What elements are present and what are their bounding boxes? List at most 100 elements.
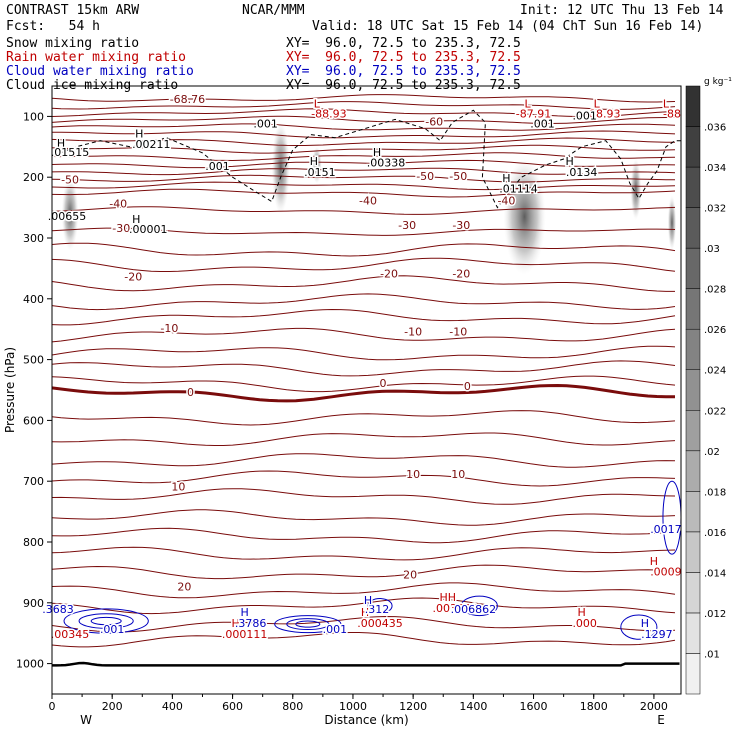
ice-label-6: H bbox=[373, 146, 381, 159]
temp-label-19: 0 bbox=[464, 380, 471, 393]
y-tick-label-5: 600 bbox=[23, 414, 44, 427]
snow-shade-0 bbox=[61, 177, 79, 251]
x-tick-label-0: 0 bbox=[49, 700, 56, 713]
y-tick-label-6: 700 bbox=[23, 475, 44, 488]
forecast-hours: Fcst: 54 h bbox=[6, 19, 100, 34]
temp-contour-19 bbox=[51, 293, 676, 311]
temp-contour-18 bbox=[51, 275, 675, 292]
cloud-label-3: .3786 bbox=[235, 617, 267, 630]
ice-label-18: .00001 bbox=[129, 223, 168, 236]
snow-shade-5 bbox=[667, 195, 677, 251]
ice-label-13: .0134 bbox=[566, 166, 598, 179]
temp-contour-24 bbox=[51, 375, 676, 393]
temp-label-4: -50 bbox=[449, 170, 467, 183]
temp-label-17: 0 bbox=[187, 386, 194, 399]
temp-label-18: 0 bbox=[380, 377, 387, 390]
temp-label-5: -40 bbox=[109, 198, 127, 211]
rain-label-5: L bbox=[524, 97, 531, 110]
temp-contour-28 bbox=[51, 453, 676, 468]
cloud-contour-1 bbox=[78, 613, 134, 629]
ice-label-1: .01515 bbox=[51, 146, 90, 159]
plot-frame bbox=[51, 85, 682, 695]
colorbar-label-5: .02 bbox=[704, 447, 720, 458]
temp-contour-16 bbox=[51, 242, 676, 257]
ice-label-15: .001 bbox=[572, 109, 597, 122]
ice-label-8: H bbox=[310, 155, 318, 168]
rain-label-1: -87.91 bbox=[516, 108, 551, 121]
temp-label-16: -10 bbox=[449, 325, 467, 338]
field-xy-rain: XY= 96.0, 72.5 to 235.3, 72.5 bbox=[286, 50, 521, 65]
temp-contour-17 bbox=[51, 257, 676, 272]
ice-contour bbox=[51, 109, 681, 209]
temp-label-10: -30 bbox=[452, 219, 470, 232]
colorbar-segment-14 bbox=[685, 85, 701, 127]
colorbar-label-1: .012 bbox=[704, 609, 726, 620]
west-label: W bbox=[80, 713, 92, 727]
rain-label-16: .003602 bbox=[433, 602, 479, 615]
rain-label-7: L bbox=[663, 97, 670, 110]
snow-shade-4 bbox=[630, 158, 642, 220]
x-tick-label-5: 1000 bbox=[339, 700, 367, 713]
colorbar-segment-7 bbox=[685, 369, 701, 411]
cloud-contour-3 bbox=[274, 615, 342, 634]
valid-time: Valid: 18 UTC Sat 15 Feb 14 (04 ChT Sun … bbox=[312, 19, 704, 34]
ice-label-12: H bbox=[566, 155, 574, 168]
rain-label-17: H bbox=[578, 606, 586, 619]
temp-contour-29 bbox=[51, 470, 676, 487]
y-axis-title: Pressure (hPa) bbox=[3, 347, 17, 433]
colorbar-label-2: .014 bbox=[704, 568, 726, 579]
y-tick-label-1: 200 bbox=[23, 171, 44, 184]
init-label: Init: 12 UTC Thu 13 Feb 14 bbox=[520, 3, 724, 18]
cloud-label-10: .0017 bbox=[650, 523, 682, 536]
temp-label-14: -10 bbox=[160, 322, 178, 335]
cloud-contour-9 bbox=[662, 480, 682, 555]
temp-contour-11 bbox=[51, 174, 675, 183]
colorbar-label-9: .028 bbox=[704, 285, 726, 296]
colorbar-label-4: .018 bbox=[704, 487, 726, 498]
colorbar-segment-11 bbox=[685, 207, 701, 249]
temp-label-7: -40 bbox=[497, 195, 515, 208]
cloud-label-7: .006862 bbox=[451, 603, 497, 616]
x-tick-label-1: 200 bbox=[102, 700, 123, 713]
y-tick-label-9: 1000 bbox=[16, 658, 44, 671]
colorbar-segment-10 bbox=[685, 247, 701, 289]
temp-contour-2 bbox=[51, 108, 676, 117]
temp-contour-13 bbox=[51, 188, 676, 198]
y-tick-label-4: 500 bbox=[23, 354, 44, 367]
colorbar-label-6: .022 bbox=[704, 406, 726, 417]
colorbar-label-7: .024 bbox=[704, 366, 726, 377]
temp-label-22: 10 bbox=[451, 468, 465, 481]
colorbar-segment-3 bbox=[685, 531, 701, 573]
y-tick-label-8: 900 bbox=[23, 597, 44, 610]
colorbar-segment-13 bbox=[685, 126, 701, 168]
temp-contour-15 bbox=[51, 227, 676, 236]
ice-label-17: H bbox=[132, 213, 140, 226]
x-tick-label-6: 1200 bbox=[399, 700, 427, 713]
rain-label-10: H bbox=[361, 606, 369, 619]
temp-contour-14 bbox=[51, 206, 676, 215]
rain-label-6: L bbox=[594, 97, 601, 110]
cloud-contour-6 bbox=[367, 598, 393, 614]
ice-label-10: H bbox=[502, 172, 510, 185]
cloud-contour-7 bbox=[460, 595, 498, 617]
temp-contour-1 bbox=[51, 101, 676, 110]
cloud-contour-4 bbox=[286, 618, 330, 631]
temp-contour-4 bbox=[51, 123, 676, 131]
y-tick-label-3: 400 bbox=[23, 293, 44, 306]
cloud-label-5: .312 bbox=[365, 603, 390, 616]
x-tick-label-10: 2000 bbox=[640, 700, 668, 713]
rain-label-14: .00345 bbox=[51, 628, 90, 641]
cloud-label-9: .1297 bbox=[641, 628, 673, 641]
rain-label-3: -88 bbox=[663, 108, 681, 121]
cloud-contour-8 bbox=[620, 614, 658, 640]
temp-contour-33 bbox=[51, 546, 676, 561]
rain-label-9: .0009 bbox=[650, 565, 682, 578]
colorbar-label-3: .016 bbox=[704, 528, 726, 539]
cloud-contour-0 bbox=[63, 608, 149, 634]
colorbar-label-8: .026 bbox=[704, 325, 726, 336]
colorbar-unit: g kg⁻¹ bbox=[704, 77, 732, 87]
cloud-contour-2 bbox=[90, 616, 122, 626]
y-tick-label-7: 800 bbox=[23, 536, 44, 549]
cloud-label-4: .001 bbox=[323, 623, 348, 636]
